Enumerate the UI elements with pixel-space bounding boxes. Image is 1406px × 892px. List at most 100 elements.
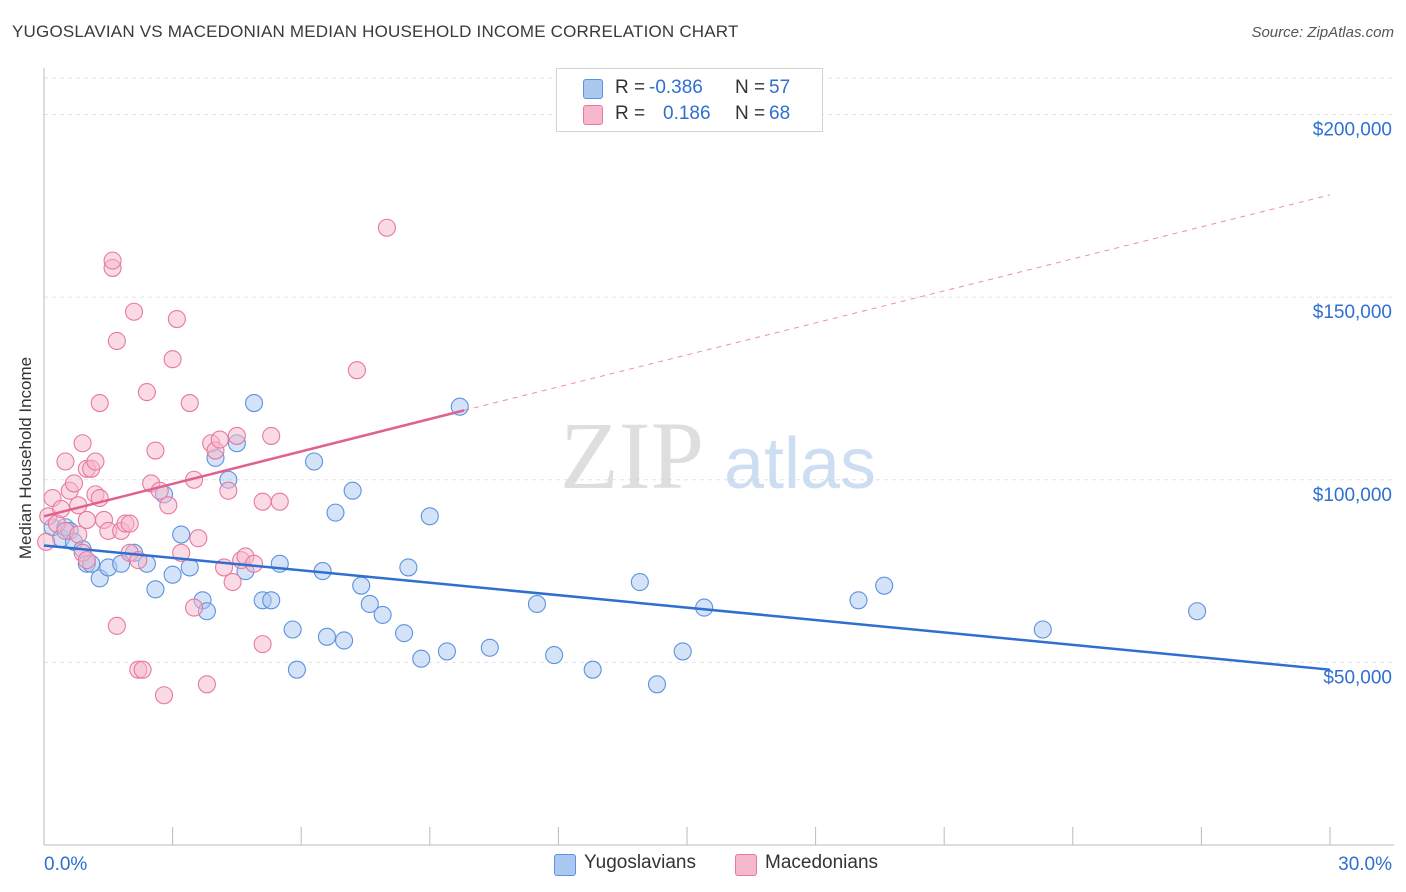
chart-title: YUGOSLAVIAN VS MACEDONIAN MEDIAN HOUSEHO… — [12, 22, 739, 41]
macedonian-point — [77, 510, 96, 529]
macedonian-point — [377, 218, 396, 237]
macedonian-point — [163, 350, 182, 369]
macedonian-point — [107, 616, 126, 635]
x-tick-labels: 0.0% 30.0% — [44, 854, 1392, 875]
legend-n-label: N = — [735, 77, 766, 98]
macedonian-point — [184, 598, 204, 617]
trend-lines — [43, 194, 1331, 671]
macedonian-point — [37, 532, 56, 551]
yugoslavian-point — [480, 638, 499, 657]
macedonian-point — [73, 434, 92, 453]
macedonian-point — [172, 543, 191, 562]
yugoslavian-point — [163, 565, 182, 584]
yugoslavian-point — [583, 660, 602, 679]
y-tick-labels: $50,000 $100,000 $150,000 $200,000 — [1313, 120, 1392, 689]
macedonian-point — [253, 492, 272, 511]
macedonian-trend-line-extension — [463, 194, 1331, 411]
macedonian-point — [159, 496, 178, 515]
bottom-legend-label: Yugoslavians — [584, 852, 696, 873]
yugoslavian-point — [875, 576, 894, 595]
macedonian-point — [180, 394, 199, 413]
yugoslavian-point — [647, 675, 667, 694]
legend-r-value: 0.186 — [663, 103, 711, 124]
macedonian-point — [227, 426, 246, 445]
watermark-atlas: atlas — [724, 424, 876, 504]
chart-source: Source: ZipAtlas.com — [1251, 24, 1394, 41]
macedonian-trend-line — [43, 409, 465, 518]
y-tick-label: $50,000 — [1323, 667, 1392, 688]
yugoslavian-point — [360, 594, 379, 613]
macedonian-point — [120, 514, 139, 533]
macedonian-point — [347, 361, 366, 380]
yugoslavian-point — [412, 649, 431, 668]
macedonian-point — [167, 310, 186, 329]
yugoslavian-point — [545, 646, 564, 665]
x-tick-label: 30.0% — [1338, 854, 1392, 875]
yugoslavian-point — [146, 580, 165, 599]
macedonian-point — [189, 529, 208, 548]
macedonian-point — [244, 554, 264, 573]
macedonian-point — [77, 551, 96, 570]
yugoslavian-point — [849, 591, 868, 610]
macedonian-point — [270, 492, 289, 511]
yugoslavian-point — [673, 642, 692, 661]
macedonian-point — [133, 660, 152, 679]
yugoslavian-point — [420, 507, 439, 526]
watermark-zip: ZIP — [560, 402, 704, 509]
macedonian-point — [146, 441, 165, 460]
yugoslavian-point — [317, 627, 336, 646]
axes — [43, 68, 1394, 846]
macedonian-point — [56, 452, 75, 471]
yugoslavian-point — [1188, 602, 1207, 621]
macedonian-point — [210, 430, 229, 449]
macedonian-point — [69, 525, 88, 544]
macedonian-point — [253, 635, 272, 654]
macedonian-point — [219, 481, 238, 500]
y-tick-label: $150,000 — [1313, 302, 1392, 323]
legend-r-value: -0.386 — [649, 77, 703, 98]
yugoslavian-point — [244, 394, 264, 413]
macedonian-point — [223, 572, 242, 592]
legend-swatch-yugoslavians — [583, 79, 603, 99]
macedonian-point — [137, 383, 156, 402]
legend-r-label: R = — [615, 77, 646, 98]
legend-n-value: 68 — [769, 103, 791, 124]
data-points — [37, 218, 1207, 705]
y-tick-label: $100,000 — [1313, 485, 1392, 506]
legend-n-value: 57 — [769, 77, 791, 98]
yugoslavian-trend-line — [43, 544, 1331, 671]
correlation-legend: R = -0.386 N = 57 R = 0.186 N = 68 — [556, 68, 823, 132]
yugoslavian-point — [287, 660, 306, 679]
y-tick-label: $200,000 — [1313, 120, 1392, 141]
macedonian-point — [107, 331, 126, 351]
bottom-legend-swatch-macedonians — [735, 854, 757, 876]
legend-n-label: N = — [735, 103, 766, 124]
macedonian-point — [64, 474, 84, 493]
macedonian-point — [124, 302, 144, 321]
yugoslavian-point — [399, 558, 418, 577]
macedonian-point — [86, 452, 105, 471]
macedonian-point — [90, 394, 109, 413]
yugoslavian-point — [1033, 620, 1052, 639]
yugoslavian-point — [437, 642, 456, 661]
yugoslavian-point — [326, 503, 345, 522]
yugoslavian-point — [630, 572, 649, 592]
yugoslavian-point — [373, 605, 392, 624]
yugoslavian-point — [172, 525, 191, 544]
yugoslavian-point — [343, 481, 362, 500]
bottom-legend-label: Macedonians — [765, 852, 879, 873]
x-tick-label: 0.0% — [44, 854, 87, 875]
bottom-legend-swatch-yugoslavians — [554, 854, 576, 876]
yugoslavian-point — [283, 620, 302, 639]
yugoslavian-point — [527, 594, 547, 613]
macedonian-point — [154, 686, 174, 705]
yugoslavian-point — [262, 591, 281, 610]
macedonian-point — [103, 251, 122, 270]
yugoslavian-point — [305, 452, 324, 471]
y-axis-label: Median Household Income — [16, 356, 35, 560]
yugoslavian-point — [352, 576, 371, 595]
macedonian-point — [52, 499, 71, 519]
legend-swatch-macedonians — [583, 105, 603, 125]
macedonian-point — [262, 426, 281, 445]
